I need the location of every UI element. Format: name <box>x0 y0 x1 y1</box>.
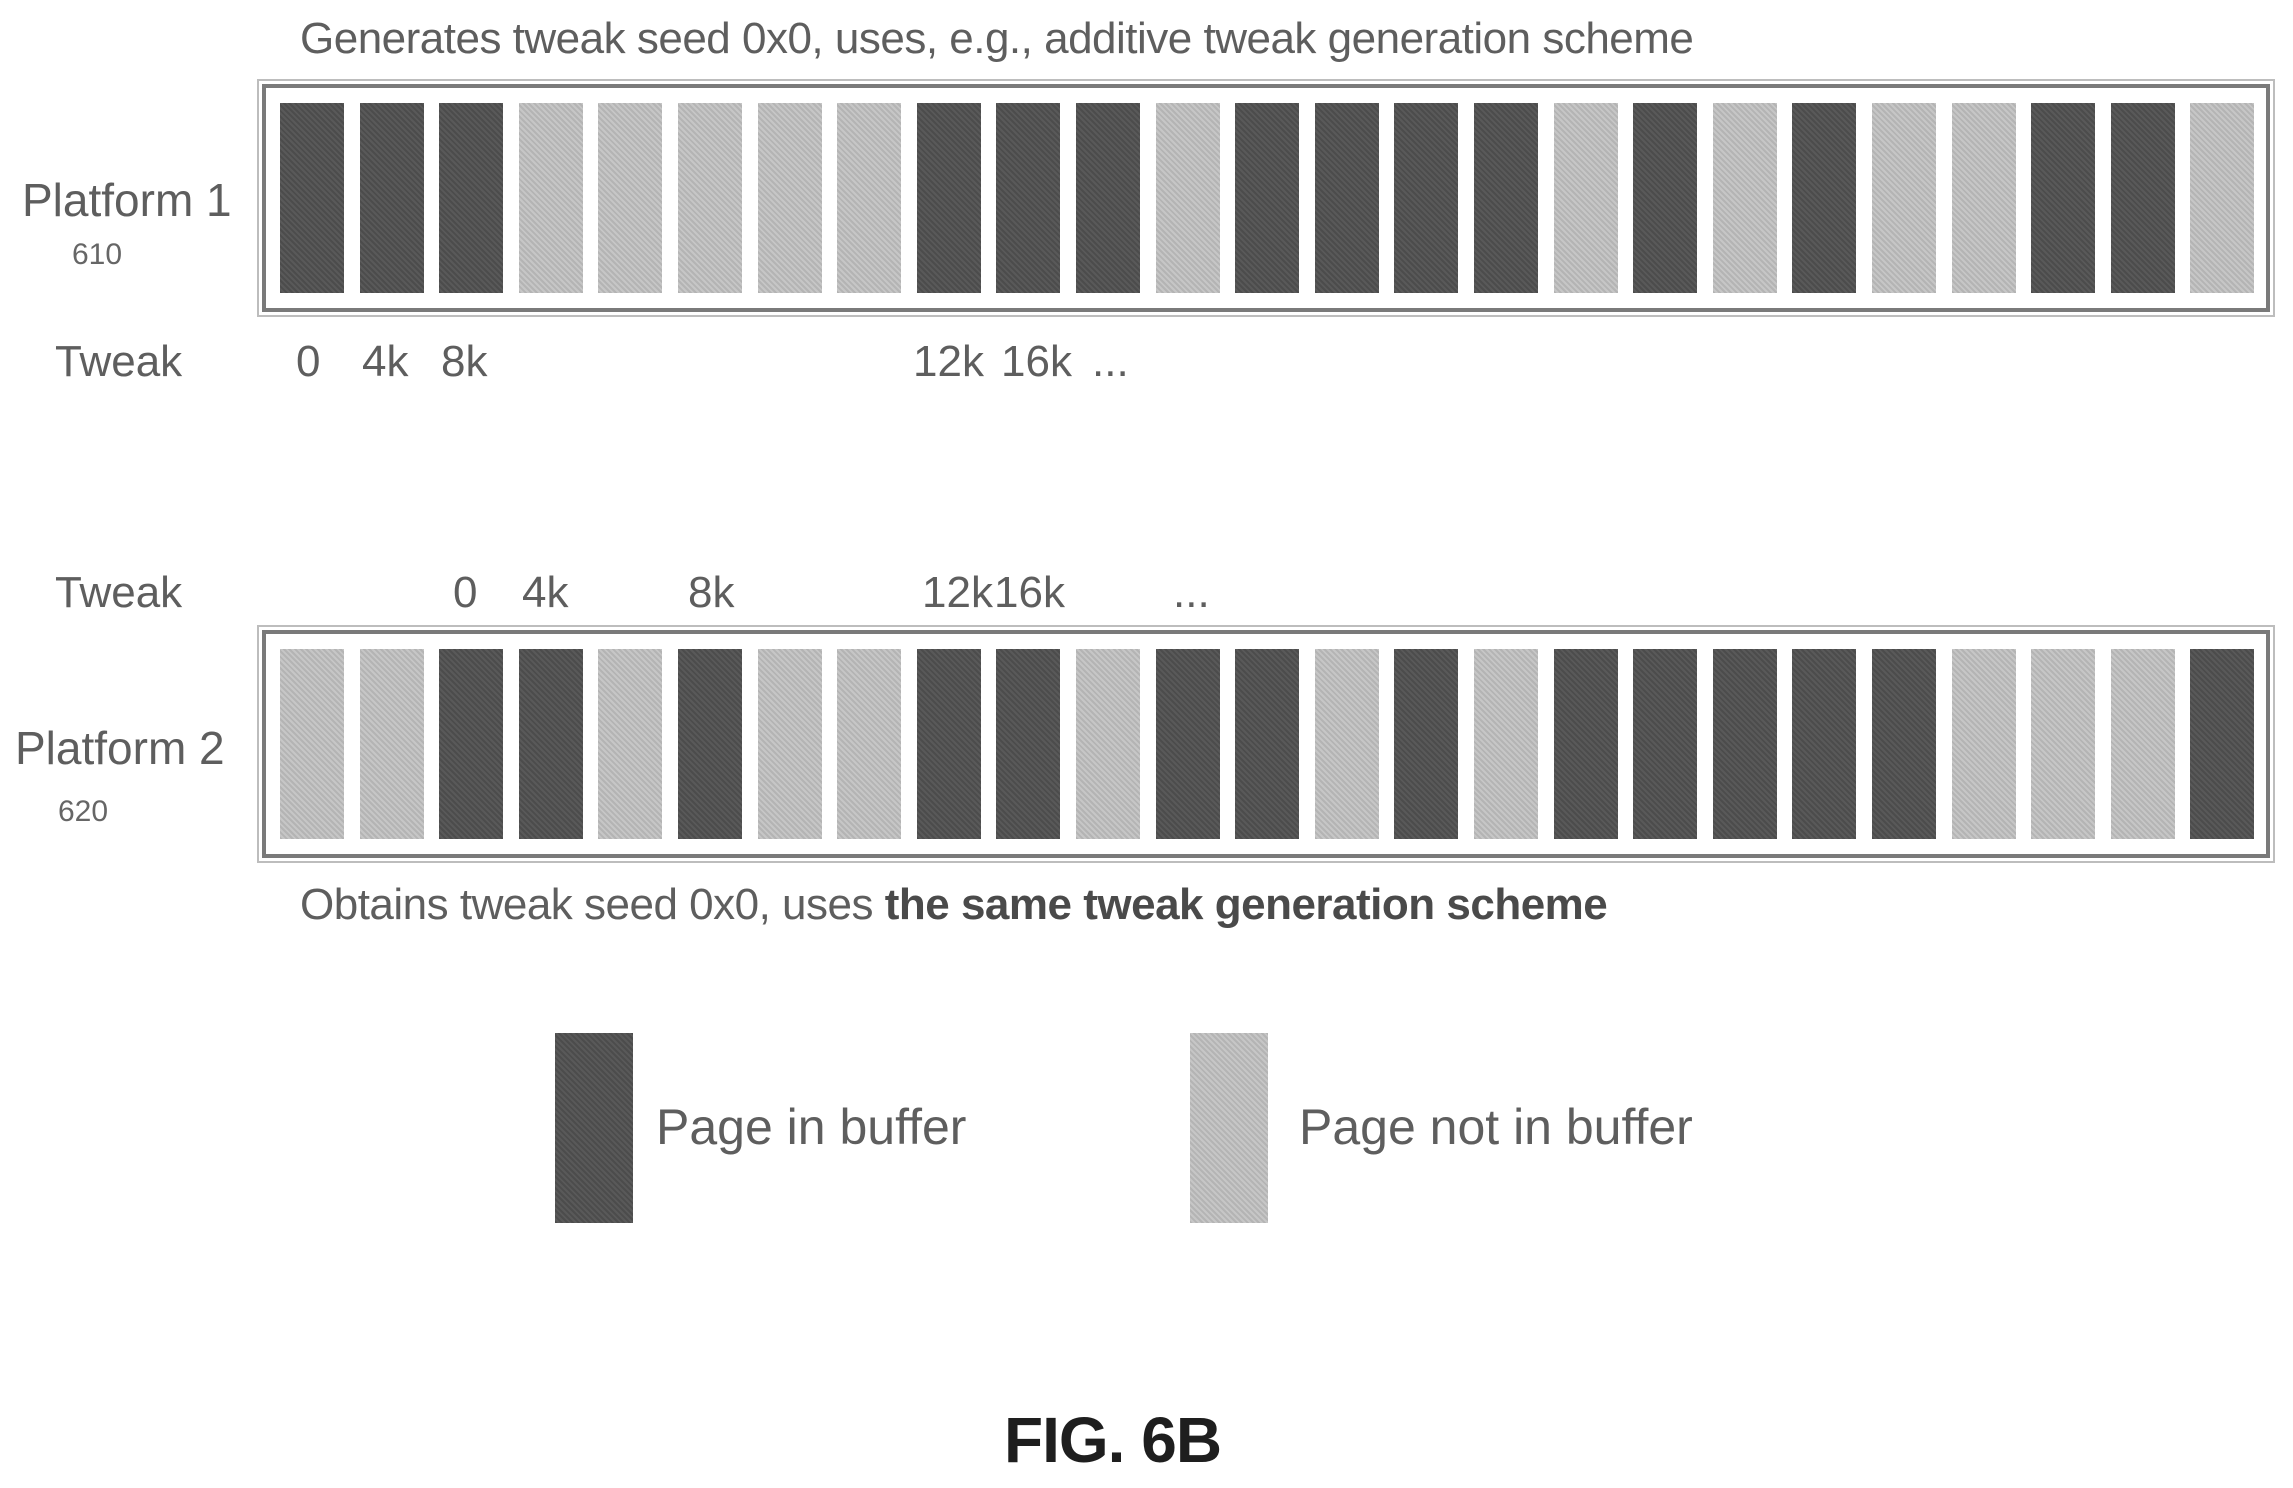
platform1-label: Platform 1 <box>22 174 232 226</box>
platform1-page-not-in-buffer <box>837 103 902 293</box>
platform2-caption-emphasis: the same tweak generation scheme <box>884 880 1608 929</box>
platform2-page-not-in-buffer <box>837 649 902 839</box>
platform1-page-in-buffer <box>1633 103 1698 293</box>
platform2-page-in-buffer <box>439 649 504 839</box>
platform1-page-in-buffer <box>916 103 981 293</box>
platform1-tweak-4k: 4k <box>362 337 409 386</box>
platform2-ref-number: 620 <box>58 795 109 828</box>
platform1-ref-number: 610 <box>72 238 123 271</box>
platform2-page-in-buffer <box>1394 649 1459 839</box>
platform1-tweak-12k: 12k <box>913 337 984 386</box>
platform1-caption: Generates tweak seed 0x0, uses, e.g., ad… <box>300 14 1694 63</box>
platform1-page-in-buffer <box>439 103 504 293</box>
platform1-page-not-in-buffer <box>1155 103 1220 293</box>
platform1-page-in-buffer <box>280 103 344 293</box>
platform2-page-not-in-buffer <box>1076 649 1140 839</box>
platform1-page-in-buffer <box>996 103 1061 293</box>
platform1-page-not-in-buffer <box>1951 103 2016 293</box>
platform2-tweak-0: 0 <box>453 568 478 617</box>
platform2-page-in-buffer <box>2190 649 2255 839</box>
platform1-page-not-in-buffer <box>678 103 742 293</box>
platform2-page-in-buffer <box>996 649 1061 839</box>
platform2-tweak-12k: 12k <box>922 568 993 617</box>
platform1-tweak-label: Tweak <box>55 337 183 386</box>
platform1-tweak-8k: 8k <box>441 337 488 386</box>
platform1-page-not-in-buffer <box>2190 103 2255 293</box>
platform1-page-not-in-buffer <box>757 103 822 293</box>
platform2-page-in-buffer <box>1712 649 1777 839</box>
platform1-page-in-buffer <box>1792 103 1857 293</box>
platform1-page-in-buffer <box>359 103 424 293</box>
platform1-tweak-ellipsis: ... <box>1092 337 1129 386</box>
platform1-page-buffer <box>257 79 2275 317</box>
platform2-page-buffer <box>257 625 2275 863</box>
platform1-page-not-in-buffer <box>598 103 663 293</box>
platform2-caption-text: Obtains tweak seed 0x0, uses <box>300 880 885 929</box>
platform1-page-not-in-buffer <box>1872 103 1936 293</box>
legend-label-page-not-in-buffer: Page not in buffer <box>1299 1099 1693 1155</box>
platform2-page-in-buffer <box>1155 649 1220 839</box>
platform2-tweak-4k: 4k <box>522 568 569 617</box>
platform2-page-in-buffer <box>678 649 742 839</box>
platform2-page-in-buffer <box>1235 649 1300 839</box>
platform1-page-in-buffer <box>1314 103 1379 293</box>
legend-label-page-in-buffer: Page in buffer <box>656 1099 967 1155</box>
platform1-page-in-buffer <box>1474 103 1538 293</box>
platform1-page-in-buffer <box>1235 103 1300 293</box>
platform1-page-not-in-buffer <box>1553 103 1618 293</box>
platform2-tweak-16k: 16k <box>994 568 1065 617</box>
platform1-tweak-16k: 16k <box>1001 337 1072 386</box>
platform2-page-not-in-buffer <box>2031 649 2096 839</box>
platform2-tweak-8k: 8k <box>688 568 735 617</box>
platform1-page-in-buffer <box>2031 103 2096 293</box>
platform2-page-in-buffer <box>1792 649 1857 839</box>
platform2-tweak-label: Tweak <box>55 568 183 617</box>
platform1-page-in-buffer <box>1394 103 1459 293</box>
platform2-page-not-in-buffer <box>1951 649 2016 839</box>
platform2-page-in-buffer <box>1553 649 1618 839</box>
platform2-page-not-in-buffer <box>280 649 344 839</box>
platform2-caption: Obtains tweak seed 0x0, uses the same tw… <box>300 880 1608 930</box>
platform1-page-not-in-buffer <box>518 103 583 293</box>
platform2-page-not-in-buffer <box>2110 649 2175 839</box>
platform2-page-not-in-buffer <box>359 649 424 839</box>
platform1-page-in-buffer <box>2110 103 2175 293</box>
platform1-page-not-in-buffer <box>1712 103 1777 293</box>
platform2-page-in-buffer <box>1633 649 1698 839</box>
platform2-page-in-buffer <box>916 649 981 839</box>
legend-swatch-page-in-buffer <box>555 1033 633 1223</box>
platform2-tweak-ellipsis: ... <box>1173 568 1210 617</box>
figure-label: FIG. 6B <box>1004 1404 1222 1476</box>
platform1-page-in-buffer <box>1076 103 1140 293</box>
platform2-page-not-in-buffer <box>1314 649 1379 839</box>
platform2-label: Platform 2 <box>15 722 225 774</box>
platform2-page-in-buffer <box>1872 649 1936 839</box>
platform2-page-not-in-buffer <box>598 649 663 839</box>
platform1-tweak-0: 0 <box>296 337 321 386</box>
platform2-page-not-in-buffer <box>1474 649 1538 839</box>
platform2-page-not-in-buffer <box>757 649 822 839</box>
legend-swatch-page-not-in-buffer <box>1190 1033 1268 1223</box>
platform2-page-in-buffer <box>518 649 583 839</box>
